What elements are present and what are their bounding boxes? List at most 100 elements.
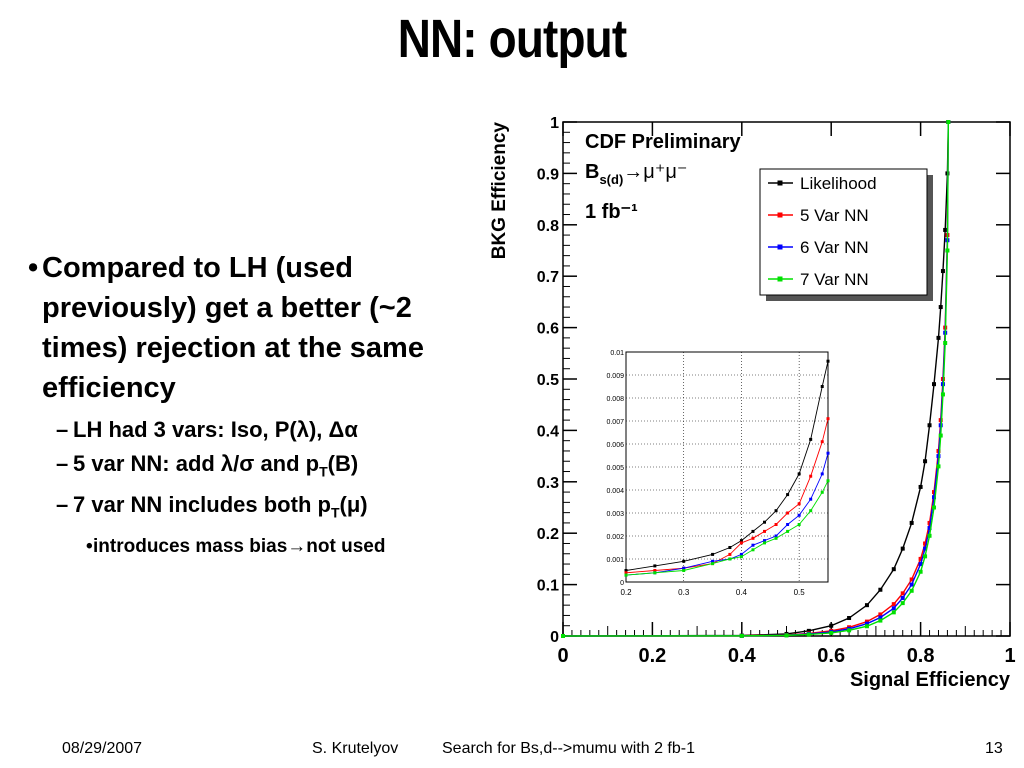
data-point: [909, 520, 914, 525]
inset-data-point: [763, 520, 767, 524]
roc-chart: 00.10.20.30.40.50.60.70.80.910 0.2 0.4 0.6 0…: [489, 115, 1016, 691]
data-point: [878, 615, 883, 620]
data-point: [918, 484, 923, 489]
data-point: [891, 606, 896, 611]
legend: Likelihood 5 Var NN 6 Var NN 7 Var NN: [759, 168, 933, 301]
inset-data-point: [774, 536, 778, 540]
sub-sub-bullet-1-text: introduces mass bias→not used: [86, 533, 385, 560]
data-point: [900, 601, 905, 606]
inset-series-line: [625, 453, 829, 576]
data-point: [940, 269, 945, 274]
sub3-a: 7 var NN includes both p: [73, 492, 331, 518]
data-point: [847, 628, 852, 633]
inset-data-point: [797, 472, 801, 476]
data-point: [932, 495, 937, 500]
inset-y-tick-label: 0.003: [606, 511, 624, 518]
y-tick-label: 1: [550, 115, 559, 132]
sub-bullet-1-text: LH had 3 vars: Iso, P(λ), Δα: [73, 417, 358, 442]
data-point: [878, 587, 883, 592]
inset-data-point: [751, 529, 755, 533]
inset-y-tick-label: 0.008: [606, 396, 624, 403]
x-axis-label: Signal Efficiency: [850, 669, 1011, 691]
data-point: [936, 464, 941, 469]
sub2-b: (B): [327, 451, 359, 476]
legend-marker: [777, 244, 783, 250]
inset-y-tick-label: 0.004: [606, 488, 624, 495]
inset-data-point: [763, 541, 767, 545]
footer-author: S. Krutelyov: [312, 740, 399, 757]
inset-y-tick-label: 0.009: [606, 373, 624, 380]
data-point: [932, 505, 937, 510]
bullet-main: • Compared to LH (used previously) get a…: [28, 248, 493, 408]
inset-data-point: [774, 534, 778, 538]
data-point: [864, 624, 869, 629]
inset-data-point: [711, 552, 715, 556]
footer-date: 08/29/2007: [62, 740, 143, 757]
inset-data-point: [751, 548, 755, 552]
data-point: [829, 623, 834, 628]
data-point: [909, 582, 914, 587]
inset-data-point: [624, 569, 628, 572]
inset-y-tick-label: 0.002: [606, 534, 624, 541]
data-point: [891, 610, 896, 615]
bullet-dot-small: •: [86, 535, 93, 557]
data-point: [936, 335, 941, 340]
x-tick-label: 1: [1004, 645, 1015, 667]
inset-x-tick-label: 0.3: [678, 588, 690, 597]
inset-x-tick-label: 0.4: [736, 588, 748, 597]
inset-data-point: [751, 536, 755, 540]
legend-box: [759, 168, 928, 296]
sub3-b: (μ): [339, 492, 368, 518]
sub-bullet-2-text: 5 var NN: add λ/σ and pT(B): [56, 452, 358, 483]
inset-data-point: [820, 490, 824, 494]
data-point: [927, 520, 932, 525]
data-point: [923, 546, 928, 551]
dash-1: –: [56, 417, 69, 442]
data-point: [900, 595, 905, 600]
data-point: [938, 305, 943, 310]
annotation-line1: CDF Preliminary: [585, 131, 741, 153]
y-tick-label: 0.8: [537, 218, 559, 235]
dash-3: –: [56, 492, 69, 518]
inset-data-point: [826, 417, 830, 421]
legend-marker: [777, 276, 783, 282]
data-point: [918, 556, 923, 561]
data-point: [927, 423, 932, 428]
inset-data-point: [682, 566, 686, 570]
data-point: [864, 619, 869, 624]
inset-data-point: [820, 385, 824, 388]
inset-data-point: [739, 552, 743, 556]
y-tick-label: 0.1: [537, 578, 559, 595]
sub-bullet-1: – LH had 3 vars: Iso, P(λ), Δα: [28, 418, 493, 442]
data-point: [932, 382, 937, 387]
data-point: [561, 634, 565, 638]
sub3-subscript: T: [330, 504, 340, 521]
inset-data-point: [797, 513, 801, 517]
inset-data-point: [728, 557, 732, 561]
inset-data-point: [786, 529, 790, 533]
inset-data-point: [682, 569, 686, 572]
bullet-main-text: Compared to LH (used previously) get a b…: [42, 252, 424, 404]
subsub-b: not used: [306, 535, 386, 557]
inset-data-point: [826, 359, 830, 363]
inset-data-point: [826, 451, 830, 455]
inset-data-point: [624, 573, 628, 577]
inset-x-tick-label: 0.2: [620, 588, 632, 597]
inset-y-tick-label: 0: [620, 580, 624, 587]
inset-data-point: [763, 539, 767, 543]
y-axis-label: BKG Efficiency: [489, 122, 510, 260]
footer-talk: Search for Bs,d-->mumu with 2 fb-1: [442, 740, 695, 757]
inset-data-point: [786, 493, 790, 497]
data-point: [847, 616, 852, 621]
legend-label: Likelihood: [800, 174, 877, 193]
data-point: [943, 341, 948, 346]
inset-y-tick-label: 0.005: [606, 465, 624, 472]
legend-marker: [777, 180, 783, 186]
inset-y-tick-label: 0.01: [610, 350, 624, 357]
sub-bullet-3-text: 7 var NN includes both pT(μ): [56, 493, 368, 524]
inset-data-point: [711, 562, 715, 566]
inset-data-point: [797, 523, 801, 526]
annotation-line3: 1 fb⁻¹: [585, 201, 638, 223]
sub2-subscript: T: [319, 463, 328, 480]
dash-2: –: [56, 451, 69, 476]
